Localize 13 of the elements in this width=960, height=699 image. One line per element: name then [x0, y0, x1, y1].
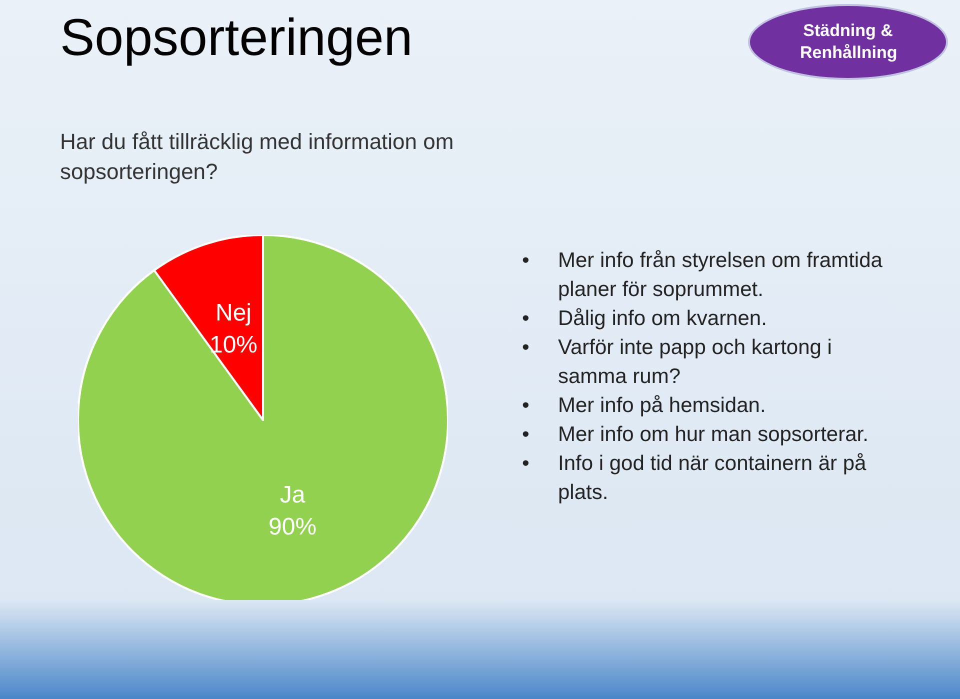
data-label: 10%	[209, 332, 258, 359]
text: • Mer info från styrelsen om framtida planer för soprummet.	[522, 249, 882, 301]
text: • Info i god tid när containern är på plats.	[522, 452, 866, 504]
text: • Mer info om hur man sopsorterar.	[522, 423, 868, 446]
chart-subtitle: Har du fått tillräcklig med information om sopsorteringen?	[60, 128, 455, 186]
data-label: 90%	[268, 513, 317, 540]
text: • Mer info på hemsidan.	[522, 394, 766, 417]
text: • Varför inte papp och kartong i samma rum?	[522, 336, 832, 388]
text: • Dålig info om kvarnen.	[522, 307, 767, 330]
slice-label: Nej	[215, 300, 252, 327]
chart-title: Sopsorteringen	[60, 8, 413, 68]
slice-label: Ja	[280, 481, 306, 508]
oval-badge: Städning & Renhållning	[748, 4, 948, 80]
